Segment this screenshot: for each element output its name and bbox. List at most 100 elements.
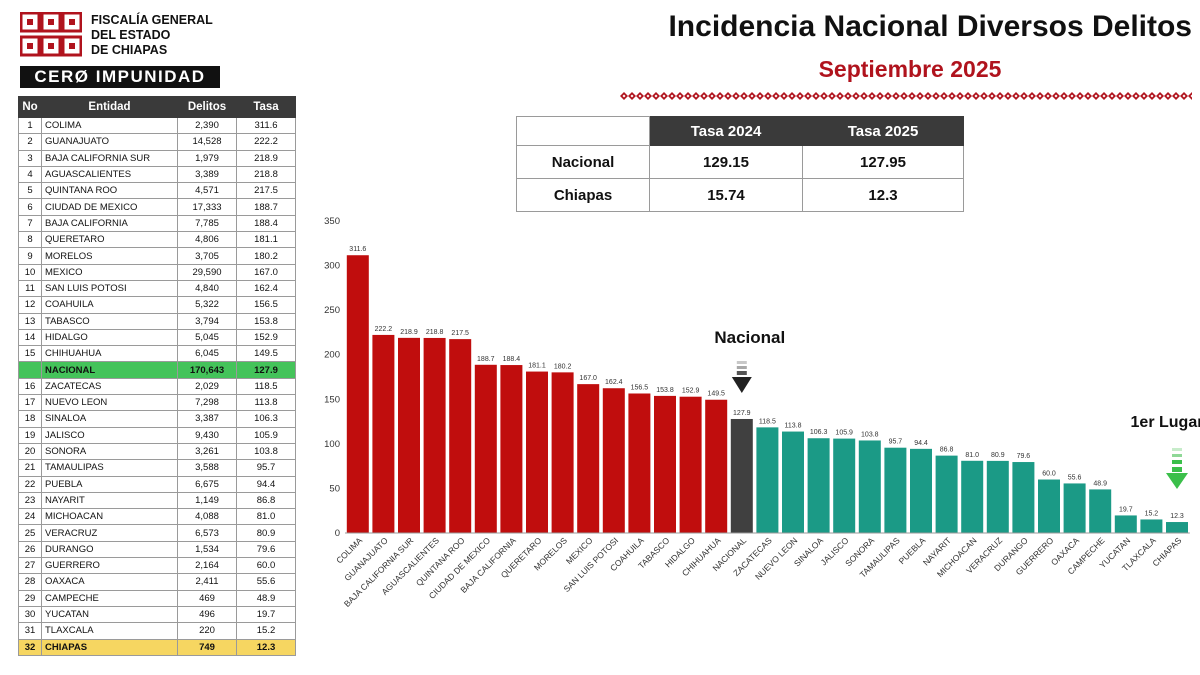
- table-row: 22 PUEBLA 6,675 94.4: [18, 475, 296, 493]
- table-row: 17 NUEVO LEON 7,298 113.8: [18, 394, 296, 412]
- cell-tasa: 81.0: [236, 508, 296, 526]
- cell-delitos: 2,164: [177, 557, 237, 575]
- cell-tasa: 106.3: [236, 410, 296, 428]
- y-tick-label: 150: [324, 394, 340, 405]
- org-line-1: FISCALÍA GENERAL: [91, 13, 213, 27]
- ranking-table-header: No Entidad Delitos Tasa: [18, 96, 296, 118]
- bar-value-label: 127.9: [733, 410, 751, 417]
- cell-no: 17: [18, 394, 42, 412]
- cell-no: 18: [18, 410, 42, 428]
- table-row: 20 SONORA 3,261 103.8: [18, 442, 296, 461]
- table-row: 27 GUERRERO 2,164 60.0: [18, 557, 296, 575]
- y-tick-label: 50: [329, 483, 340, 494]
- bar-value-label: 188.7: [477, 356, 495, 363]
- cell-delitos: 2,411: [177, 573, 237, 591]
- bar: [1038, 479, 1060, 533]
- table-row: 21 TAMAULIPAS 3,588 95.7: [18, 459, 296, 477]
- cell-no: 5: [18, 182, 42, 200]
- cell-no: 9: [18, 247, 42, 265]
- cell-delitos: 4,088: [177, 508, 237, 526]
- cell-tasa: 127.9: [236, 361, 296, 379]
- summary-row-chiapas: Chiapas 15.74 12.3: [516, 178, 964, 212]
- bar: [500, 365, 523, 533]
- summary-label: Chiapas: [516, 178, 650, 212]
- bar: [807, 438, 830, 533]
- cell-no: 3: [18, 149, 42, 167]
- cell-no: 32: [18, 638, 42, 656]
- bar: [398, 337, 420, 533]
- table-row: 8 QUERETARO 4,806 181.1: [18, 231, 296, 249]
- cell-tasa: 86.8: [236, 491, 296, 510]
- bar: [705, 399, 728, 533]
- bar: [1012, 462, 1035, 533]
- cell-no: 28: [18, 573, 42, 591]
- cell-no: 30: [18, 605, 42, 624]
- table-row: 13 TABASCO 3,794 153.8: [18, 312, 296, 330]
- bar: [654, 395, 676, 533]
- page-title: Incidencia Nacional Diversos Delitos: [668, 10, 1192, 43]
- y-axis: 0 50 100 150 200 250 300 350: [324, 216, 340, 539]
- bar-value-label: 55.6: [1068, 474, 1082, 481]
- cell-entidad: VERACRUZ: [41, 524, 178, 542]
- table-row: 1 COLIMA 2,390 311.6: [18, 116, 296, 135]
- cell-no: 23: [18, 491, 42, 510]
- y-tick-label: 0: [335, 528, 340, 539]
- cell-entidad: GUERRERO: [41, 557, 178, 575]
- bar: [577, 384, 600, 533]
- cell-tasa: 311.6: [236, 116, 296, 135]
- cell-tasa: 15.2: [236, 622, 296, 640]
- bar-value-label: 167.0: [579, 375, 597, 382]
- bar-value-label: 152.9: [682, 388, 700, 395]
- cell-delitos: 1,534: [177, 540, 237, 559]
- bar-value-label: 180.2: [554, 363, 572, 370]
- cell-tasa: 48.9: [236, 589, 296, 607]
- cell-delitos: 4,571: [177, 182, 237, 200]
- cell-tasa: 218.8: [236, 165, 296, 184]
- bar-value-label: 188.4: [503, 356, 521, 363]
- cell-delitos: 3,588: [177, 459, 237, 477]
- cell-delitos: 1,979: [177, 149, 237, 167]
- summary-row-nacional: Nacional 129.15 127.95: [516, 145, 964, 179]
- bars: 311.6 222.2 218.9 218.8 217.5 188.7 188.4 181.1…: [346, 246, 1188, 533]
- nacional-annotation: Nacional: [714, 328, 785, 347]
- cell-tasa: 113.8: [236, 394, 296, 412]
- organization-name: FISCALÍA GENERAL DEL ESTADO DE CHIAPAS: [91, 13, 213, 58]
- cell-entidad: SONORA: [41, 442, 178, 461]
- cell-tasa: 118.5: [236, 377, 296, 396]
- bar-value-label: 19.7: [1119, 506, 1133, 513]
- cell-tasa: 152.9: [236, 328, 296, 347]
- cell-no: 2: [18, 133, 42, 151]
- summary-col-2024: Tasa 2024: [649, 116, 803, 146]
- bar: [730, 418, 753, 533]
- cell-delitos: 6,573: [177, 524, 237, 542]
- cell-no: 24: [18, 508, 42, 526]
- cell-no: 13: [18, 312, 42, 330]
- bar: [449, 339, 472, 533]
- cell-no: 16: [18, 377, 42, 396]
- table-row: 7 BAJA CALIFORNIA 7,785 188.4: [18, 214, 296, 233]
- cell-delitos: 749: [177, 638, 237, 656]
- cell-no: 27: [18, 557, 42, 575]
- cell-tasa: 95.7: [236, 459, 296, 477]
- bar-value-label: 218.9: [400, 329, 418, 336]
- cell-delitos: 7,298: [177, 394, 237, 412]
- cell-entidad: CAMPECHE: [41, 589, 178, 607]
- cell-tasa: 222.2: [236, 133, 296, 151]
- cell-tasa: 153.8: [236, 312, 296, 330]
- cell-tasa: 180.2: [236, 247, 296, 265]
- cell-entidad: JALISCO: [41, 426, 178, 444]
- bar: [423, 337, 446, 533]
- cell-delitos: 3,389: [177, 165, 237, 184]
- table-row: 2 GUANAJUATO 14,528 222.2: [18, 133, 296, 151]
- cell-no: 11: [18, 279, 42, 298]
- table-row: 14 HIDALGO 5,045 152.9: [18, 328, 296, 347]
- summary-value-2025: 127.95: [802, 145, 964, 179]
- cell-delitos: 9,430: [177, 426, 237, 444]
- cell-entidad: MORELOS: [41, 247, 178, 265]
- cell-entidad: NAYARIT: [41, 491, 178, 510]
- table-row: 3 BAJA CALIFORNIA SUR 1,979 218.9: [18, 149, 296, 167]
- cell-entidad: NACIONAL: [41, 361, 178, 379]
- summary-col-2025: Tasa 2025: [802, 116, 964, 146]
- cell-no: 14: [18, 328, 42, 347]
